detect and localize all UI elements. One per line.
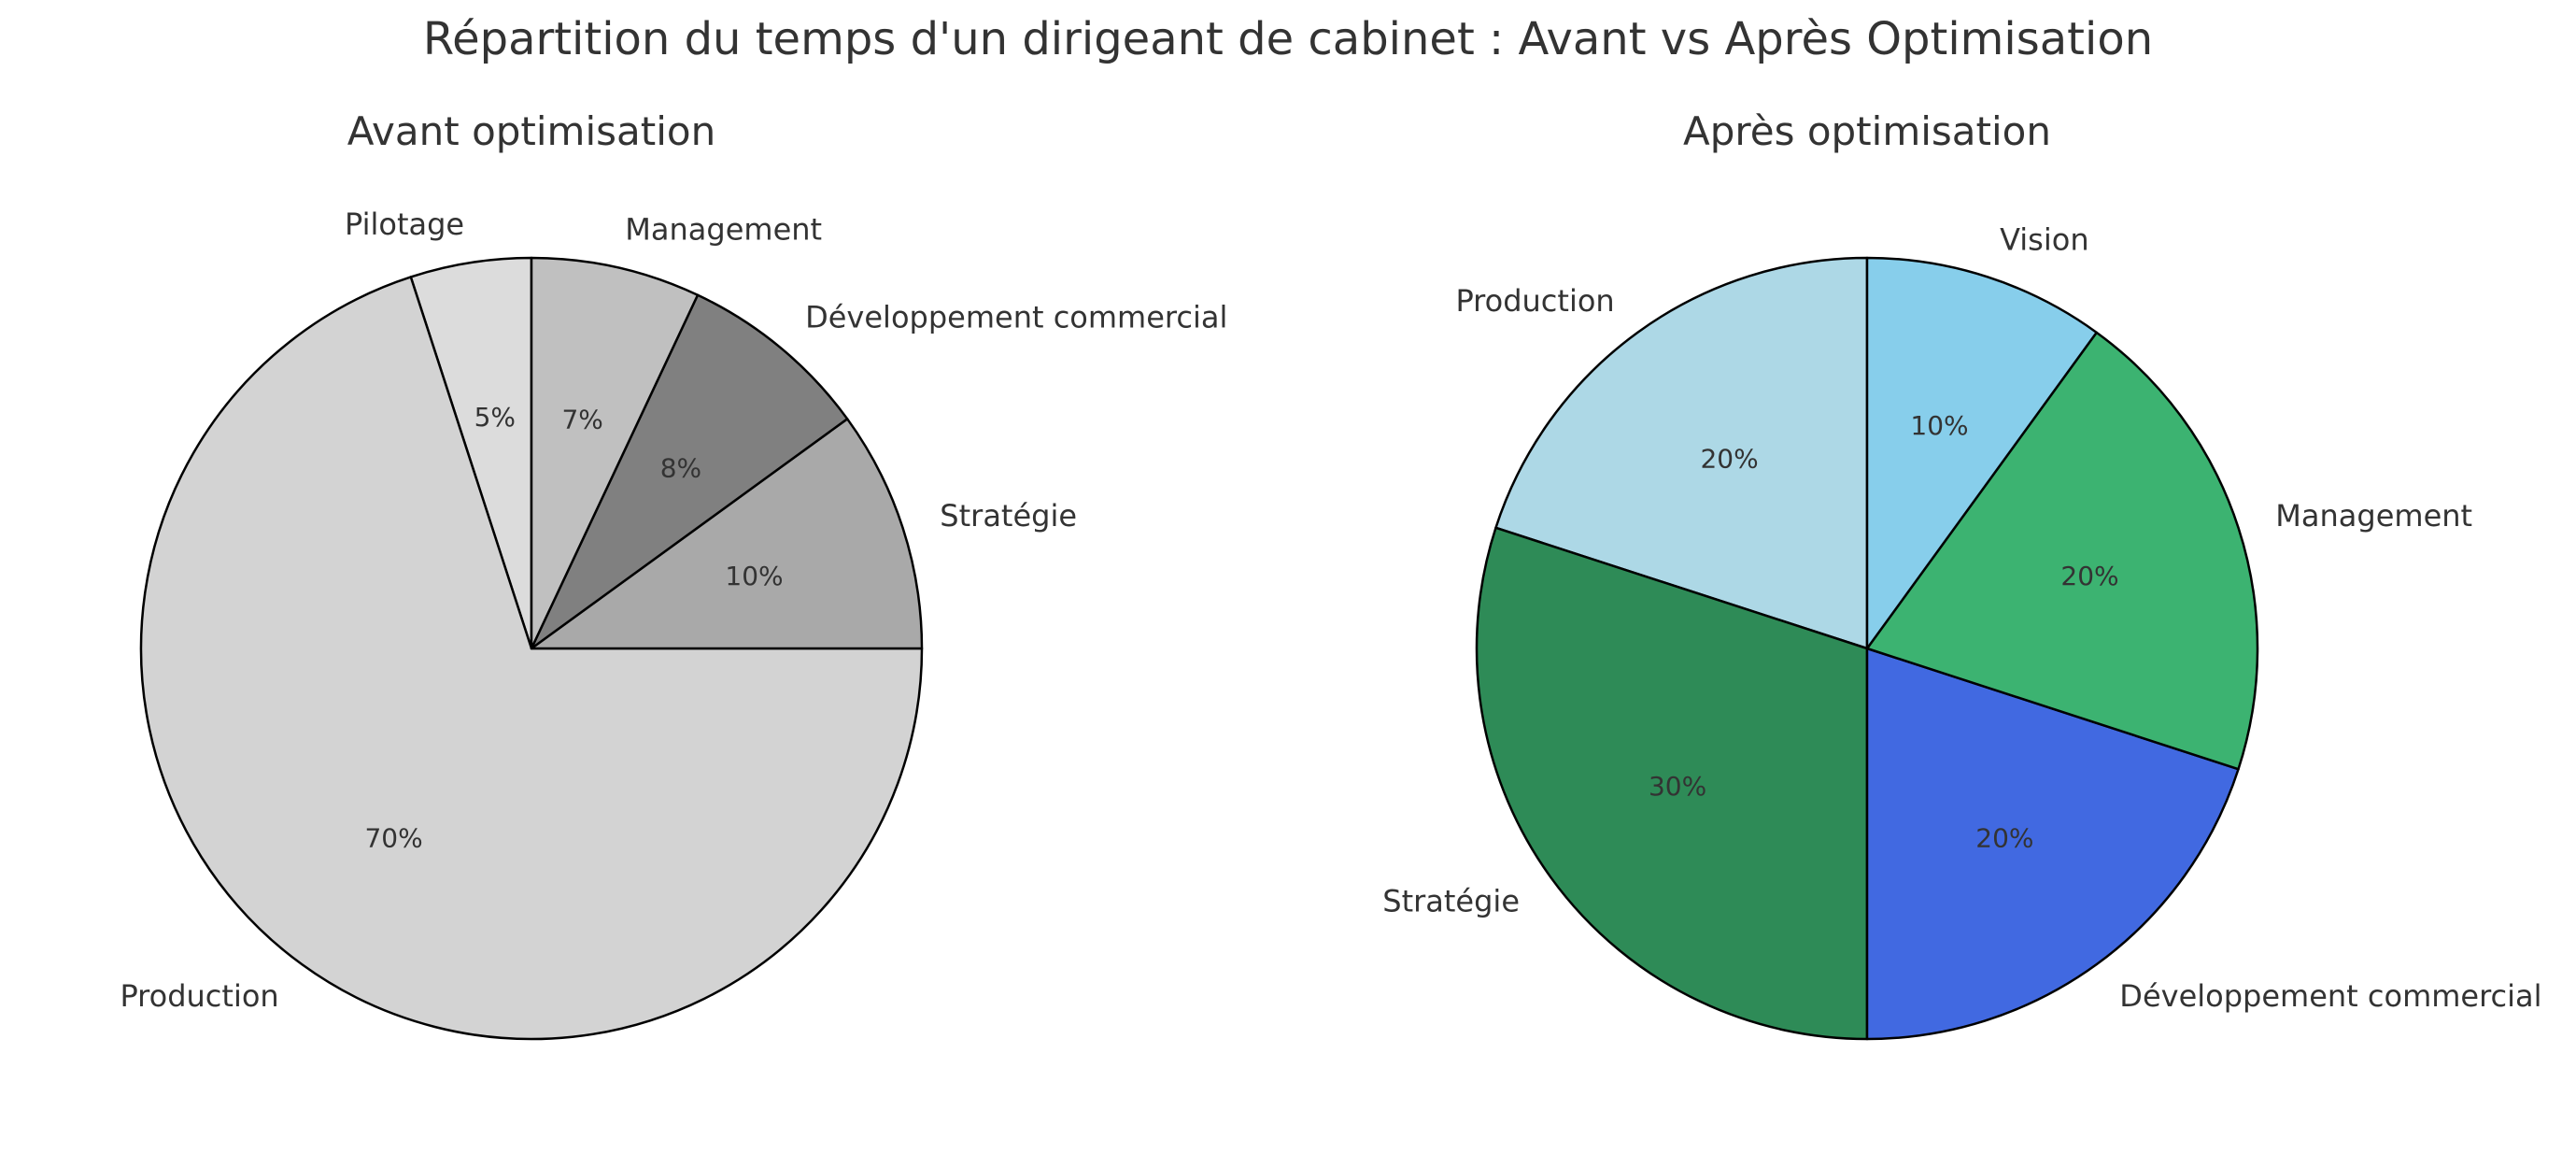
pie-pct-label-production-after: 20%	[1700, 444, 1758, 475]
pie-category-label-strategie-before: Stratégie	[940, 498, 1077, 534]
figure-title: Répartition du temps d'un dirigeant de c…	[423, 13, 2153, 65]
pie-pct-label-developpement-commercial-before: 8%	[660, 452, 701, 483]
pie-pct-label-strategie-after: 30%	[1649, 771, 1706, 802]
pie-pct-label-strategie-before: 10%	[725, 561, 783, 591]
pie-pct-label-management-after: 20%	[2060, 561, 2118, 591]
pie-slice-production-before	[139, 276, 924, 1041]
pie-slice-strategie-after	[1475, 526, 1869, 1041]
pie-slice-strategie-before	[530, 418, 924, 650]
pie-category-label-strategie-after: Stratégie	[1382, 883, 1520, 918]
pie-category-label-management-before: Management	[625, 211, 822, 247]
pie-category-label-production-after: Production	[1455, 283, 1614, 319]
pie-slices-after	[1475, 256, 2259, 1041]
pie-slice-production-after	[1494, 256, 1869, 650]
pie-pct-label-developpement-commercial-after: 20%	[1975, 822, 2033, 853]
pie-chart-before: Avant optimisation 5% Pilotage 70% Producti…	[120, 108, 1227, 1041]
pie-slice-vision-after	[1865, 256, 2098, 650]
pie-title-after: Après optimisation	[1683, 108, 2051, 154]
pie-category-label-management-after: Management	[2275, 498, 2472, 534]
pie-category-label-vision-after: Vision	[2000, 222, 2089, 258]
pie-pct-label-production-before: 70%	[364, 822, 422, 853]
pie-category-label-production-before: Production	[120, 978, 278, 1014]
pie-slice-management-after	[1865, 331, 2259, 771]
pie-pct-label-vision-after: 10%	[1910, 410, 1968, 441]
pie-pct-label-pilotage-before: 5%	[474, 402, 516, 433]
pie-labels-before: 5% Pilotage 70% Production 10% Stratégie 8% Dév…	[120, 206, 1227, 1014]
pie-slice-developpement-commercial-after	[1865, 647, 2240, 1041]
pie-chart-after: Après optimisation 20% Production 30% Strat…	[1382, 108, 2542, 1041]
pie-slice-developpement-commercial-before	[530, 293, 849, 650]
pie-title-before: Avant optimisation	[347, 108, 715, 154]
pie-category-label-developpement-commercial-after: Développement commercial	[2119, 978, 2541, 1014]
pie-pct-label-management-before: 7%	[561, 405, 602, 435]
pie-slice-management-before	[530, 256, 700, 650]
pie-slices-before	[139, 256, 924, 1041]
pie-category-label-pilotage-before: Pilotage	[345, 206, 464, 242]
pie-category-label-developpement-commercial-before: Développement commercial	[805, 300, 1227, 335]
pie-labels-after: 20% Production 30% Stratégie 20% Développemen…	[1382, 222, 2541, 1014]
